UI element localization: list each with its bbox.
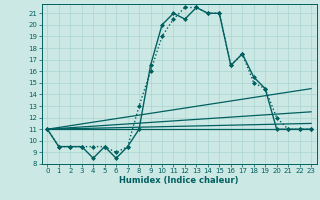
X-axis label: Humidex (Indice chaleur): Humidex (Indice chaleur): [119, 176, 239, 185]
